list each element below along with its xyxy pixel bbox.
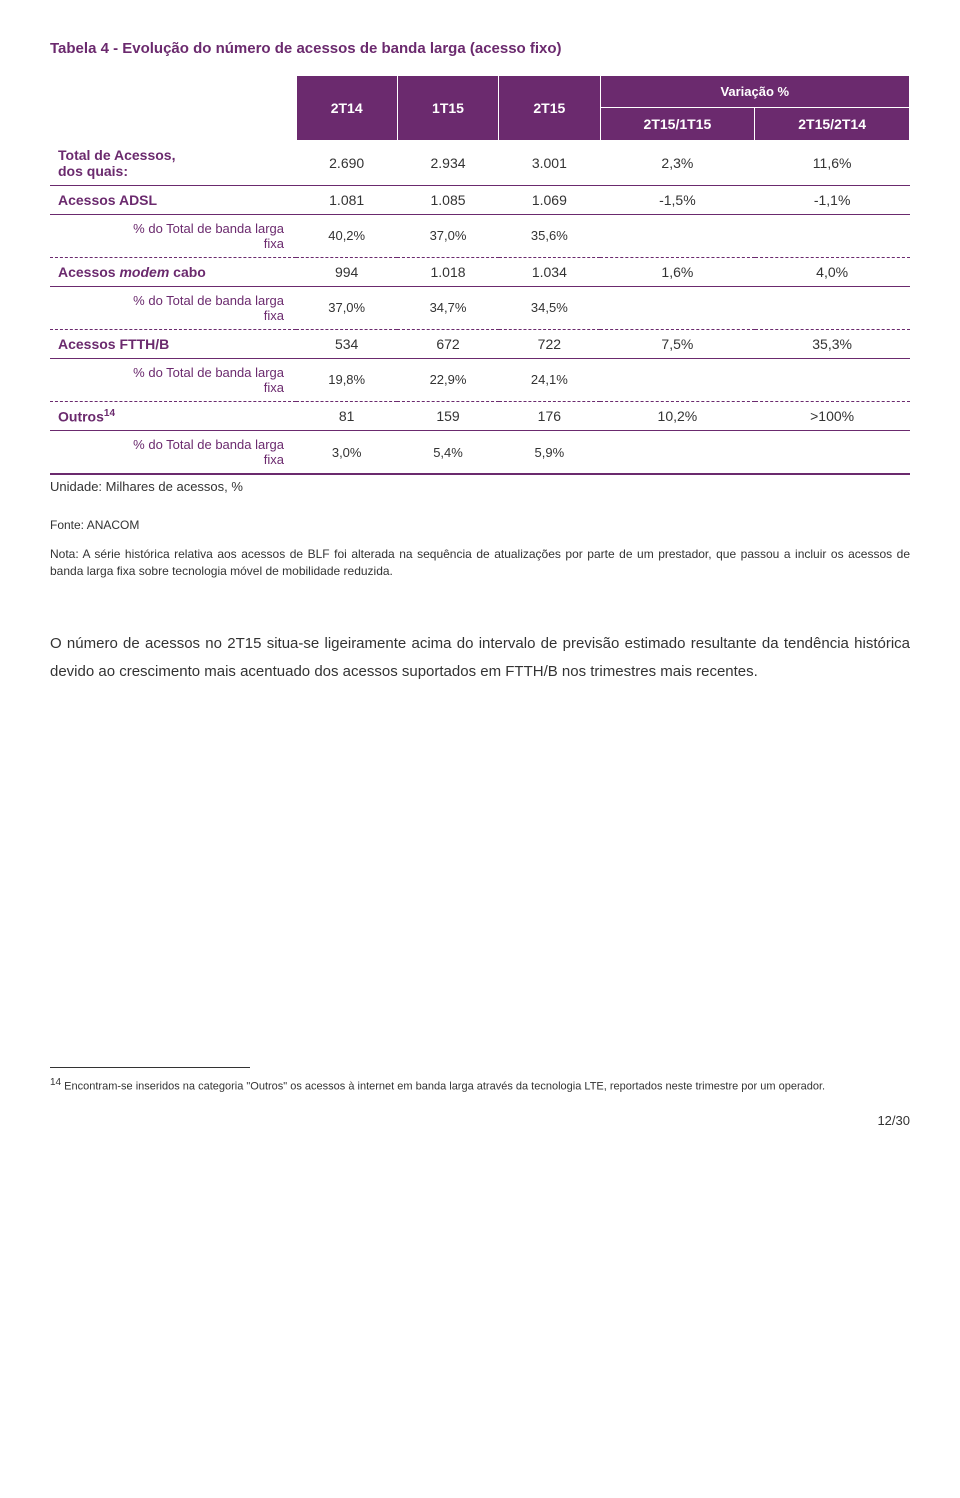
- row-sublabel: % do Total de banda largafixa: [50, 286, 296, 329]
- col-header-c3: 2T15: [499, 76, 600, 141]
- table-title: Tabela 4 - Evolução do número de acessos…: [50, 40, 910, 57]
- cell: 7,5%: [600, 329, 755, 358]
- cell: 994: [296, 257, 397, 286]
- footnote-separator: [50, 1067, 250, 1068]
- row-label: Acessos ADSL: [50, 185, 296, 214]
- cell: [600, 286, 755, 329]
- cell: 5,9%: [499, 431, 600, 475]
- cell: 24,1%: [499, 358, 600, 401]
- cell: [600, 358, 755, 401]
- footnote-text: 14 Encontram-se inseridos na categoria "…: [50, 1076, 910, 1095]
- cell: 37,0%: [296, 286, 397, 329]
- data-table: 2T14 1T15 2T15 Variação % 2T15/1T15 2T15…: [50, 75, 910, 475]
- cell: 34,7%: [397, 286, 498, 329]
- row-label: Acessos modem cabo: [50, 257, 296, 286]
- cell: 4,0%: [755, 257, 910, 286]
- row-label: Outros14: [50, 401, 296, 431]
- unit-line: Unidade: Milhares de acessos, %: [50, 479, 910, 494]
- cell: 19,8%: [296, 358, 397, 401]
- cell: 81: [296, 401, 397, 431]
- cell: 2.934: [397, 141, 498, 186]
- cell: [755, 431, 910, 475]
- cell: 10,2%: [600, 401, 755, 431]
- cell: [600, 431, 755, 475]
- cell: 1.018: [397, 257, 498, 286]
- col-header-c1: 2T14: [296, 76, 397, 141]
- cell: 722: [499, 329, 600, 358]
- cell: 35,3%: [755, 329, 910, 358]
- cell: >100%: [755, 401, 910, 431]
- cell: 1.085: [397, 185, 498, 214]
- cell: [755, 358, 910, 401]
- row-sublabel: % do Total de banda largafixa: [50, 358, 296, 401]
- col-header-variation: Variação %: [600, 76, 909, 108]
- cell: 1,6%: [600, 257, 755, 286]
- cell: 1.069: [499, 185, 600, 214]
- page-number: 12/30: [50, 1113, 910, 1128]
- row-sublabel: % do Total de banda largafixa: [50, 214, 296, 257]
- col-header-c4: 2T15/1T15: [600, 108, 755, 141]
- cell: 176: [499, 401, 600, 431]
- row-sublabel: % do Total de banda largafixa: [50, 431, 296, 475]
- cell: [755, 286, 910, 329]
- cell: 3.001: [499, 141, 600, 186]
- cell: [755, 214, 910, 257]
- col-header-c2: 1T15: [397, 76, 498, 141]
- cell: 34,5%: [499, 286, 600, 329]
- cell: 1.081: [296, 185, 397, 214]
- cell: [600, 214, 755, 257]
- cell: 22,9%: [397, 358, 498, 401]
- cell: -1,5%: [600, 185, 755, 214]
- cell: 40,2%: [296, 214, 397, 257]
- row-label: Acessos FTTH/B: [50, 329, 296, 358]
- note-text: Nota: A série histórica relativa aos ace…: [50, 546, 910, 580]
- cell: 2.690: [296, 141, 397, 186]
- body-paragraph: O número de acessos no 2T15 situa-se lig…: [50, 630, 910, 687]
- cell: 3,0%: [296, 431, 397, 475]
- col-header-c5: 2T15/2T14: [755, 108, 910, 141]
- cell: 37,0%: [397, 214, 498, 257]
- cell: 5,4%: [397, 431, 498, 475]
- cell: 159: [397, 401, 498, 431]
- cell: 672: [397, 329, 498, 358]
- cell: 1.034: [499, 257, 600, 286]
- row-label: Total de Acessos,dos quais:: [50, 141, 296, 186]
- cell: -1,1%: [755, 185, 910, 214]
- source-line: Fonte: ANACOM: [50, 518, 910, 532]
- cell: 2,3%: [600, 141, 755, 186]
- cell: 534: [296, 329, 397, 358]
- cell: 35,6%: [499, 214, 600, 257]
- cell: 11,6%: [755, 141, 910, 186]
